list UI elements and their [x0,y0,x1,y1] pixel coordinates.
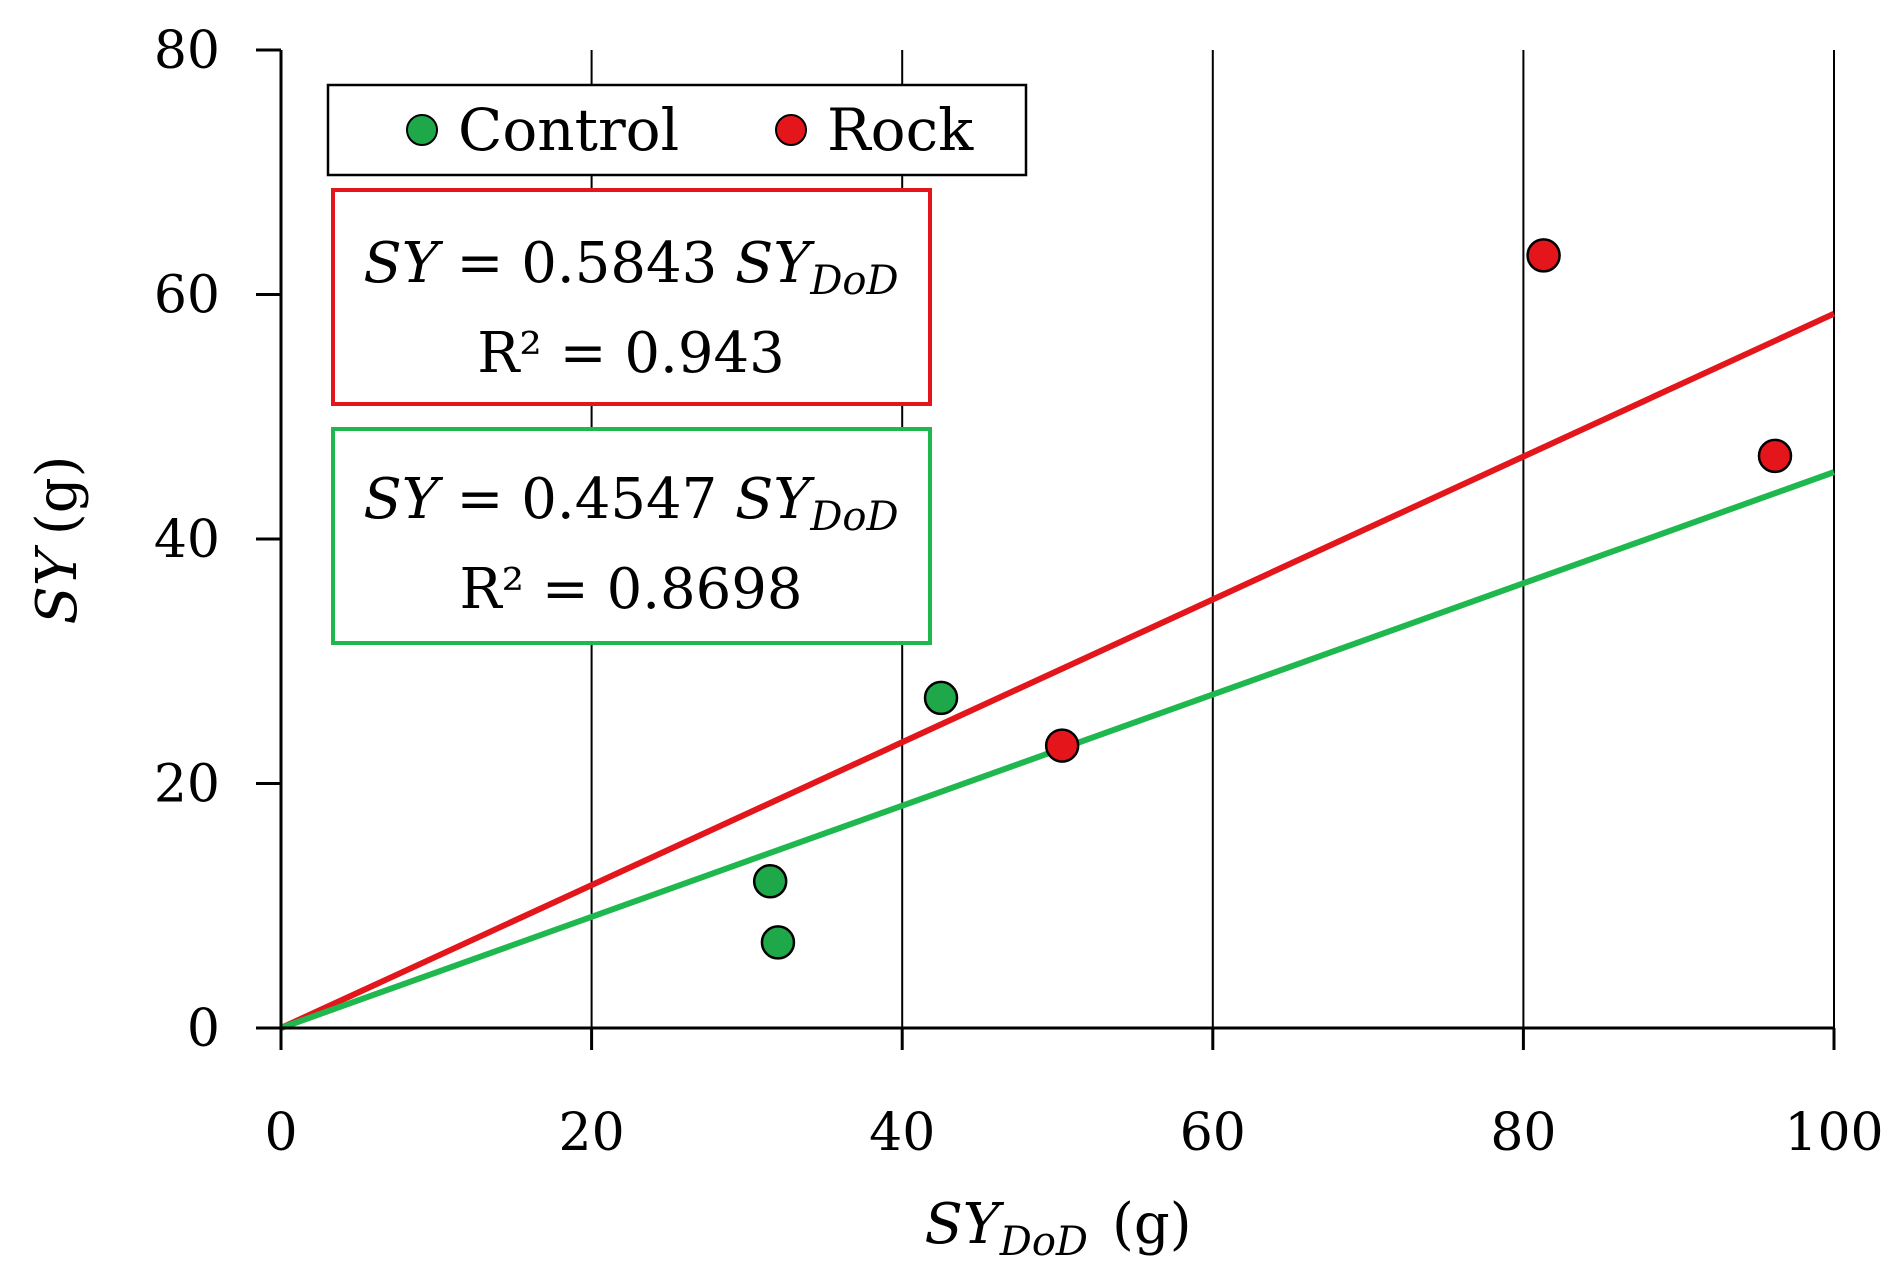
legend-label-rock: Rock [827,96,974,164]
legend: Control Rock [326,83,1028,177]
axes [256,48,1836,1050]
tick-labels: 0 20 40 60 80 0 20 40 60 80 100 [154,21,1884,1163]
y-tick-label: 60 [154,266,220,326]
x-tick-label: 100 [1784,1103,1883,1163]
data-points [752,238,1793,960]
control-point [923,680,959,716]
control-point [760,925,796,960]
y-tick-label: 40 [154,510,220,570]
rock-equation-border [331,188,932,406]
rock-point [1757,438,1793,474]
legend-marker-control [406,114,438,146]
y-tick-label: 0 [187,999,220,1059]
legend-label-control: Control [458,96,679,164]
y-tick-label: 20 [154,755,220,815]
y-tick-label: 80 [154,21,220,81]
rock-point [1526,238,1561,273]
x-tick-label: 20 [559,1103,625,1163]
rock-equation-box: SY = 0.5843 SYDoD R² = 0.943 [331,188,932,406]
rock-r2-text: R² = 0.943 [477,321,784,386]
x-tick-label: 60 [1180,1103,1246,1163]
x-axis-title: SYDoD (g) [924,1192,1191,1265]
legend-box [326,83,1028,177]
control-r2-text: R² = 0.8698 [459,557,802,622]
control-equation-text: SY = 0.4547 SYDoD [363,467,898,540]
rock-trendline [279,310,1836,1031]
x-tick-label: 0 [264,1103,297,1163]
rock-point [1044,728,1080,763]
x-tick-label: 80 [1490,1103,1556,1163]
control-point [752,864,788,899]
control-equation-box: SY = 0.4547 SYDoD R² = 0.8698 [331,427,932,645]
control-equation-border [331,427,932,645]
x-tick-label: 40 [869,1103,935,1163]
legend-marker-rock [775,114,807,146]
rock-equation-text: SY = 0.5843 SYDoD [363,231,898,304]
y-axis-title: SY(g) [25,456,90,625]
